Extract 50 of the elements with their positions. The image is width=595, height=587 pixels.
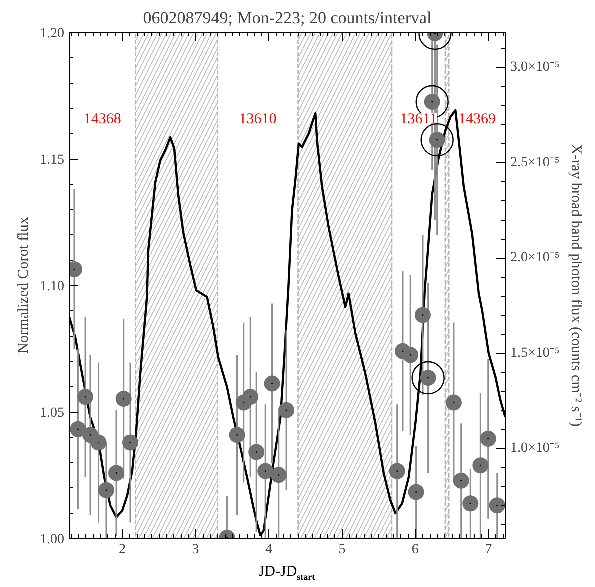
point — [446, 394, 462, 411]
point — [258, 463, 274, 480]
point — [122, 434, 138, 451]
y-tick-label: 1.10 — [40, 280, 64, 294]
x-axis-title: JD-JD$_{start}$ — [258, 563, 316, 584]
y2-tick-label: 2.0×10⁻⁵ — [510, 250, 560, 266]
annotation: 13610 — [239, 112, 277, 128]
point — [414, 307, 431, 324]
y-axis-title: Normalized Corot flux — [16, 216, 32, 354]
annotation: 14368 — [84, 112, 122, 128]
annotation: 13611 — [400, 112, 438, 128]
y-tick-label: 1.20 — [40, 26, 64, 42]
x-tick-label: 6 — [412, 542, 419, 558]
point — [389, 463, 406, 480]
point — [408, 484, 424, 500]
x-tick-label: 2 — [119, 542, 126, 558]
point — [453, 472, 470, 489]
point — [402, 347, 419, 364]
y2-tick-label: 1.5×10⁻⁵ — [510, 346, 560, 361]
y-tick-label: 1.00 — [40, 532, 64, 548]
chart-title: 0602087949; Mon-223; 20 counts/interval — [143, 8, 432, 28]
y-tick-label: 1.15 — [40, 153, 64, 168]
point — [242, 389, 259, 406]
y2-axis-title: X-ray broad band photon flux (counts cm⁻² s⁻¹) — [568, 144, 584, 427]
y-tick-label: 1.05 — [40, 406, 64, 421]
point — [90, 434, 107, 451]
point — [248, 444, 265, 460]
point — [489, 498, 506, 514]
y2-tick-label: 1.0×10⁻⁵ — [510, 440, 560, 456]
point — [420, 123, 454, 157]
point — [70, 421, 86, 438]
point — [98, 482, 114, 498]
point — [412, 361, 445, 395]
point — [278, 402, 295, 418]
x-tick-label: 5 — [338, 542, 346, 558]
point — [480, 430, 496, 447]
x-tick-label: 3 — [192, 542, 200, 558]
y2-tick-label: 3.0×10⁻⁵ — [510, 60, 560, 76]
point — [270, 467, 287, 484]
point — [108, 465, 125, 482]
y2-tick-label: 2.5×10⁻⁵ — [510, 155, 560, 170]
point — [462, 496, 479, 512]
annotation: 14369 — [458, 112, 496, 128]
point — [78, 389, 94, 406]
point — [264, 376, 280, 392]
x-tick-label: 7 — [485, 542, 492, 558]
point — [472, 458, 489, 474]
point — [116, 390, 132, 407]
point — [229, 427, 246, 444]
x-tick-label: 4 — [265, 542, 272, 558]
